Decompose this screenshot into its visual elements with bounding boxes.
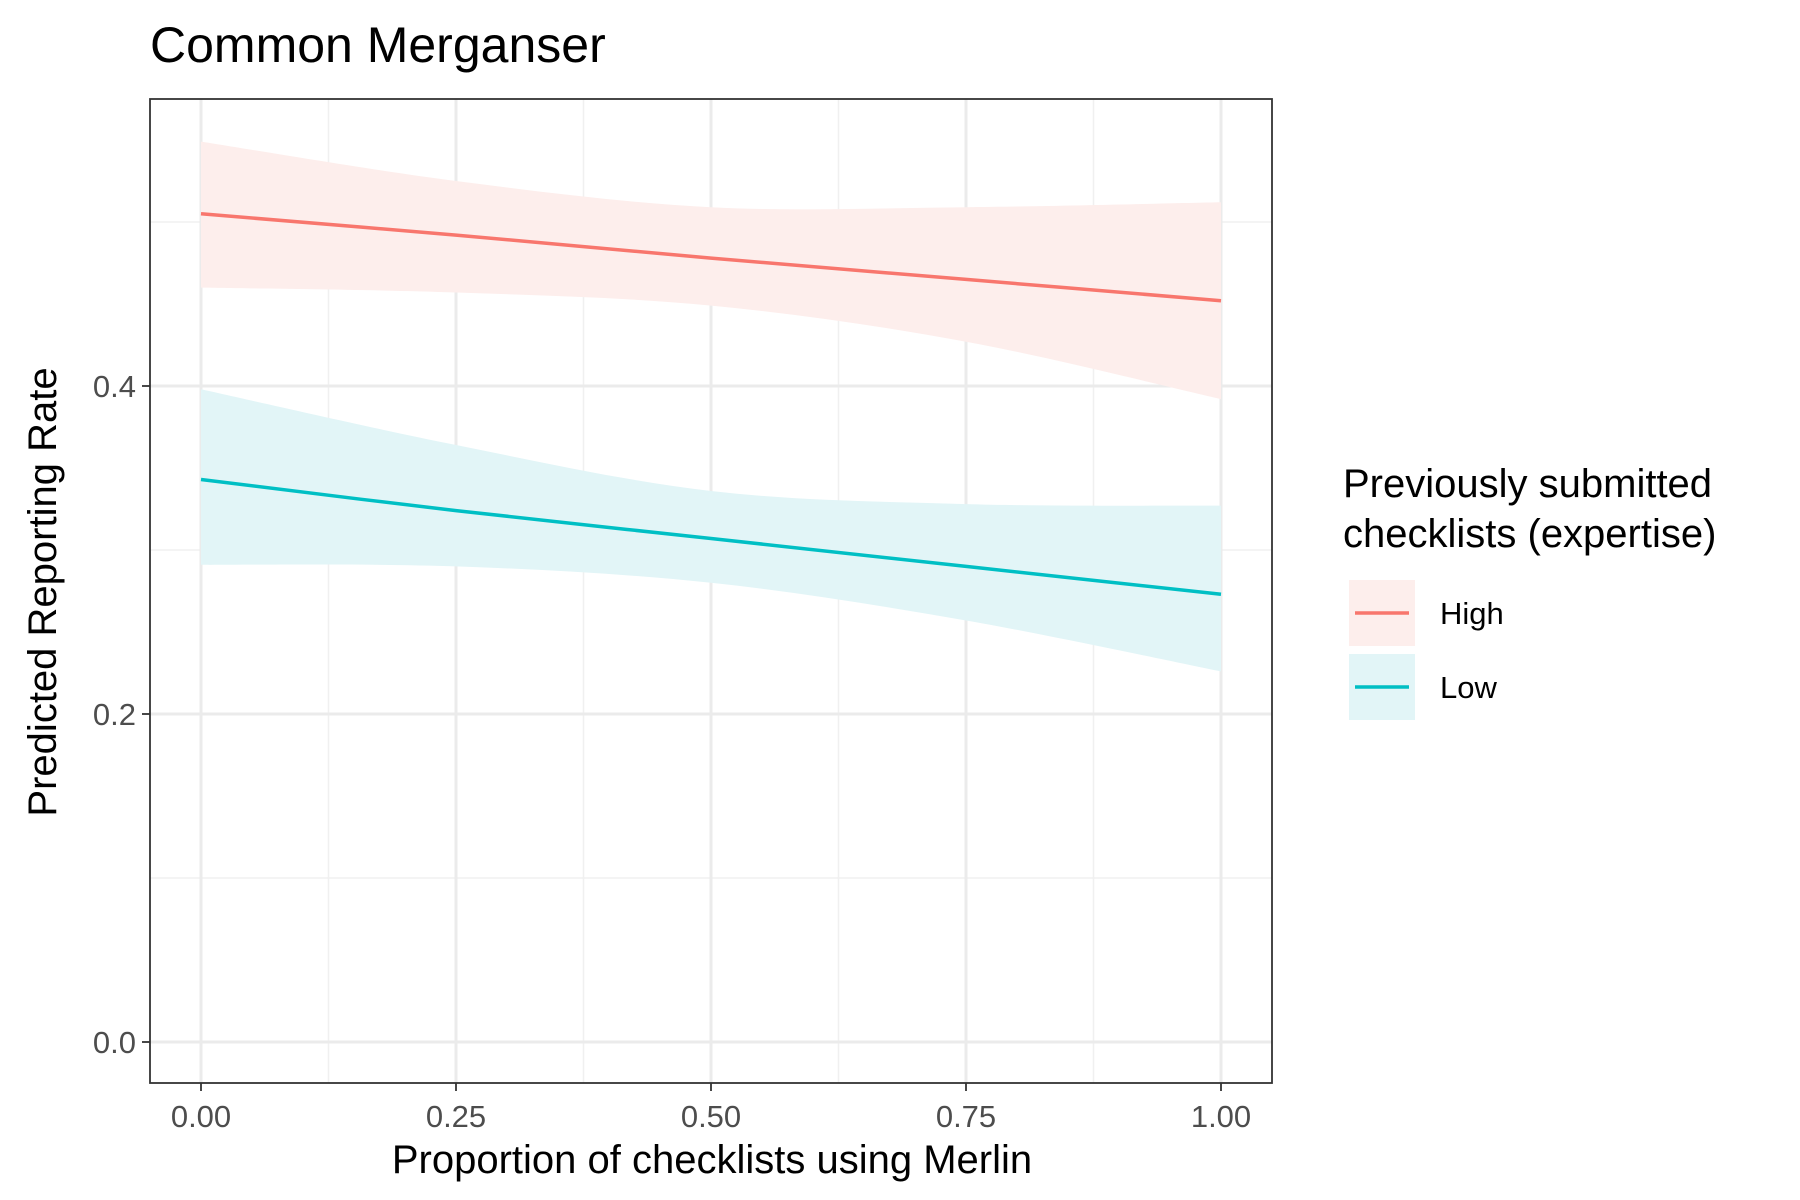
legend-keys: High Low: [1349, 580, 1504, 720]
legend-label-high: High: [1440, 596, 1504, 631]
x-axis-title: Proportion of checklists using Merlin: [392, 1138, 1032, 1182]
x-tick-label: 0.00: [171, 1099, 231, 1134]
legend-label-low: Low: [1440, 670, 1497, 705]
x-tick-label: 1.00: [1191, 1099, 1251, 1134]
legend: Previously submitted checklists (experti…: [1343, 462, 1716, 720]
x-tick-label: 0.75: [936, 1099, 996, 1134]
plot-area: [150, 99, 1272, 1083]
confidence-band-high: [201, 141, 1221, 400]
series-line-low: [200, 477, 1222, 597]
legend-title-line-1: Previously submitted: [1343, 462, 1712, 506]
chart-title: Common Merganser: [150, 17, 606, 73]
y-axis-title: Predicted Reporting Rate: [21, 367, 65, 816]
x-tick-label: 0.50: [681, 1099, 741, 1134]
legend-title-line-2: checklists (expertise): [1343, 512, 1716, 556]
series-line-high: [200, 212, 1222, 303]
axes: 0.00 0.25 0.50 0.75 1.00 0.0 0.2 0.4: [93, 98, 1273, 1134]
y-tick-label: 0.2: [93, 697, 136, 732]
confidence-band-low: [201, 389, 1221, 672]
y-tick-label: 0.0: [93, 1025, 136, 1060]
y-tick-label: 0.4: [93, 369, 136, 404]
x-tick-label: 0.25: [426, 1099, 486, 1134]
